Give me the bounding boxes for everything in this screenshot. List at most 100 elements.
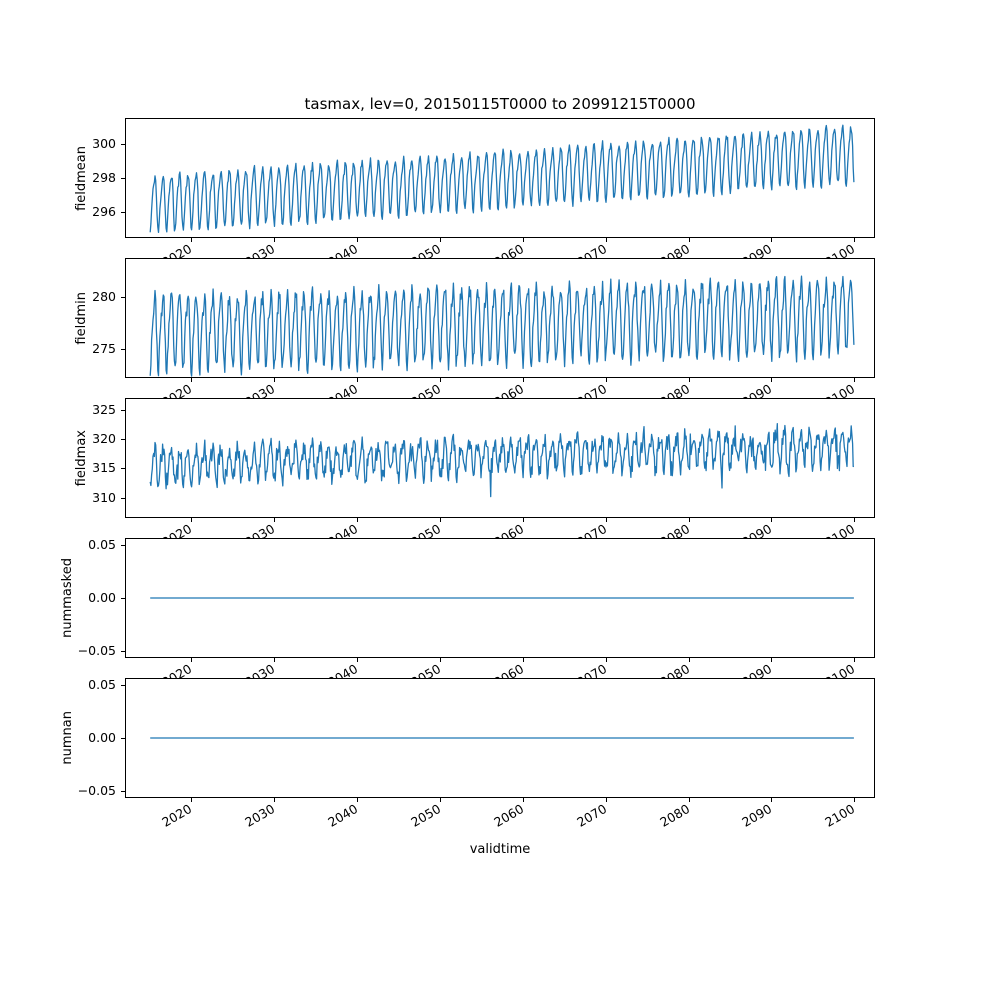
- x-tick-label-text: 2080: [657, 241, 693, 258]
- x-tick-fieldmean: [274, 238, 275, 242]
- x-tick-label-nummasked: 2060: [441, 661, 526, 678]
- y-tick-label-fieldmin: 275: [92, 341, 116, 356]
- y-tick-numnan: [121, 685, 125, 686]
- x-tick-numnan: [274, 798, 275, 802]
- x-tick-label-text: 2040: [325, 521, 361, 538]
- x-tick-nummasked: [523, 658, 524, 662]
- y-tick-fieldmax: [121, 410, 125, 411]
- x-tick-label-text: 2060: [491, 801, 527, 830]
- x-tick-nummasked: [191, 658, 192, 662]
- subplot-numnan-axes: [125, 678, 875, 798]
- x-tick-fieldmax: [689, 518, 690, 522]
- series-fieldmin: [149, 275, 855, 377]
- subplot-nummasked-line: [150, 597, 854, 599]
- x-tick-fieldmin: [523, 378, 524, 382]
- y-tick-nummasked: [121, 545, 125, 546]
- x-tick-label-numnan: 2090: [689, 801, 774, 830]
- x-tick-label-text: 2080: [657, 381, 693, 398]
- x-tick-fieldmax: [357, 518, 358, 522]
- y-tick-label-fieldmean: 296: [92, 204, 116, 219]
- x-tick-label-fieldmin: 2070: [524, 381, 609, 398]
- x-tick-label-text: 2020: [159, 661, 195, 678]
- x-tick-numnan: [357, 798, 358, 802]
- x-tick-label-fieldmin: 2050: [358, 381, 443, 398]
- x-tick-fieldmax: [523, 518, 524, 522]
- x-tick-numnan: [523, 798, 524, 802]
- x-tick-label-numnan: 2060: [441, 801, 526, 830]
- x-tick-label-fieldmax: 2080: [607, 521, 692, 538]
- x-tick-label-text: 2040: [325, 241, 361, 258]
- y-tick-label-fieldmean: 300: [92, 136, 116, 151]
- x-tick-fieldmin: [440, 378, 441, 382]
- series-fieldmax: [149, 423, 855, 498]
- chart-title: tasmax, lev=0, 20150115T0000 to 20991215…: [304, 95, 696, 113]
- x-tick-label-numnan: 2030: [192, 801, 277, 830]
- x-tick-fieldmean: [191, 238, 192, 242]
- x-tick-label-fieldmin: 2020: [109, 381, 194, 398]
- x-tick-fieldmean: [689, 238, 690, 242]
- y-tick-label-nummasked: −0.05: [77, 643, 116, 658]
- x-tick-label-fieldmean: 2100: [772, 241, 857, 258]
- x-tick-label-fieldmin: 2060: [441, 381, 526, 398]
- x-tick-numnan: [689, 798, 690, 802]
- x-tick-label-text: 2060: [491, 381, 527, 398]
- x-tick-numnan: [440, 798, 441, 802]
- x-tick-fieldmin: [191, 378, 192, 382]
- y-tick-fieldmean: [121, 212, 125, 213]
- y-tick-fieldmax: [121, 439, 125, 440]
- y-tick-label-nummasked: 0.05: [88, 537, 116, 552]
- x-tick-label-text: 2100: [822, 241, 858, 258]
- x-tick-label-text: 2070: [574, 241, 610, 258]
- y-tick-fieldmax: [121, 498, 125, 499]
- x-tick-label-text: 2090: [739, 381, 775, 398]
- x-tick-label-text: 2030: [242, 801, 278, 830]
- x-tick-nummasked: [357, 658, 358, 662]
- x-tick-fieldmin: [606, 378, 607, 382]
- x-tick-label-fieldmean: 2040: [275, 241, 360, 258]
- x-tick-labels-nummasked: 2020 2030 2040 2050 2060 2070 2080 2090 2100: [0, 659, 1000, 678]
- y-tick-fieldmean: [121, 178, 125, 179]
- y-tick-label-fieldmean: 298: [92, 170, 116, 185]
- subplot-fieldmean-line: [149, 124, 855, 234]
- x-tick-label-fieldmin: 2040: [275, 381, 360, 398]
- x-tick-label-text: 2030: [242, 381, 278, 398]
- x-tick-label-fieldmax: 2030: [192, 521, 277, 538]
- x-tick-label-text: 2100: [822, 381, 858, 398]
- x-tick-fieldmean: [854, 238, 855, 242]
- y-tick-label-fieldmax: 310: [92, 490, 116, 505]
- x-tick-label-text: 2080: [657, 661, 693, 678]
- x-tick-label-nummasked: 2030: [192, 661, 277, 678]
- y-tick-fieldmin: [121, 297, 125, 298]
- x-tick-label-fieldmax: 2050: [358, 521, 443, 538]
- y-axis-label-fieldmin: fieldmin: [73, 258, 89, 378]
- x-tick-label-text: 2040: [325, 801, 361, 830]
- x-tick-label-text: 2080: [657, 801, 693, 830]
- series-fieldmean: [149, 124, 855, 234]
- x-tick-fieldmax: [191, 518, 192, 522]
- x-tick-label-text: 2040: [325, 661, 361, 678]
- x-tick-label-text: 2090: [739, 521, 775, 538]
- x-tick-labels-numnan: 2020 2030 2040 2050 2060 2070 2080 2090 2100: [0, 799, 1000, 843]
- x-tick-label-text: 2020: [159, 241, 195, 258]
- x-tick-fieldmin: [854, 378, 855, 382]
- x-tick-labels-fieldmin: 2020 2030 2040 2050 2060 2070 2080 2090 2100: [0, 379, 1000, 398]
- x-tick-label-numnan: 2050: [358, 801, 443, 830]
- x-tick-label-text: 2060: [491, 661, 527, 678]
- x-tick-label-fieldmin: 2100: [772, 381, 857, 398]
- y-tick-nummasked: [121, 598, 125, 599]
- x-axis-label: validtime: [469, 842, 531, 857]
- x-tick-numnan: [606, 798, 607, 802]
- x-tick-label-text: 2070: [574, 801, 610, 830]
- subplot-fieldmax-axes: [125, 398, 875, 518]
- x-tick-fieldmax: [606, 518, 607, 522]
- x-tick-label-fieldmin: 2090: [689, 381, 774, 398]
- x-tick-label-text: 2050: [408, 381, 444, 398]
- y-tick-fieldmin: [121, 349, 125, 350]
- x-tick-label-fieldmin: 2080: [607, 381, 692, 398]
- y-tick-label-fieldmin: 280: [92, 289, 116, 304]
- y-tick-label-numnan: 0.05: [88, 677, 116, 692]
- y-tick-label-fieldmax: 325: [92, 402, 116, 417]
- x-tick-label-text: 2040: [325, 381, 361, 398]
- x-tick-label-text: 2070: [574, 521, 610, 538]
